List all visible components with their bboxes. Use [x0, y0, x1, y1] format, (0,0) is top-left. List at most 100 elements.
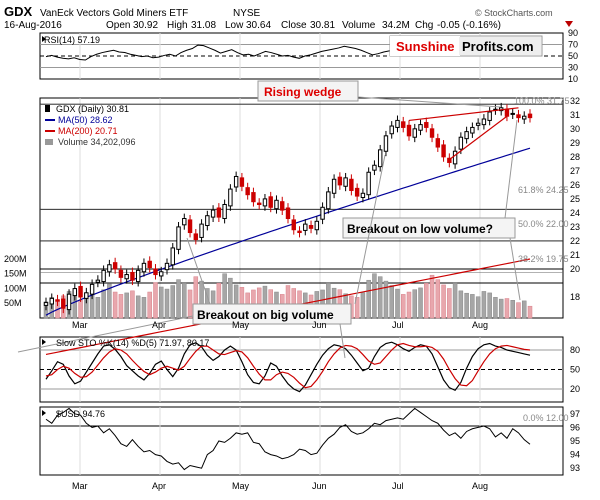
candle-body	[66, 293, 72, 311]
candle-body	[176, 226, 181, 250]
candle-body	[61, 298, 66, 309]
candle-body	[285, 207, 291, 220]
candle-body	[55, 299, 60, 302]
sto-title: Slow STO %K(14) %D(5) 71.97, 80.17	[56, 338, 209, 348]
month-label-usd: Jul	[392, 481, 404, 491]
candle-body	[412, 128, 417, 138]
volume-bar	[118, 294, 124, 319]
volume-bar	[158, 286, 164, 319]
usd-title: $USD 94.76	[56, 409, 105, 419]
wedge-lower-line	[448, 115, 508, 161]
candle-body	[118, 269, 124, 278]
candle-body	[320, 206, 325, 220]
candle-body	[268, 196, 273, 208]
usd-series	[45, 407, 531, 471]
brand-logo: Sunshine Profits.com	[389, 35, 543, 57]
volume-bar	[360, 292, 366, 319]
candle-body	[170, 247, 175, 266]
candle-body	[470, 126, 475, 134]
chg-value: -0.05 (-0.16%)	[437, 20, 501, 31]
candle-body	[326, 191, 331, 210]
volume-bar	[498, 298, 504, 319]
candle-body	[303, 223, 308, 231]
usd-tick-label: 93	[570, 463, 580, 473]
usd-tick-label: 96	[570, 422, 580, 432]
volume-bar	[406, 291, 412, 319]
month-label-price: Apr	[152, 320, 166, 330]
volume-tick-label: 50M	[4, 298, 22, 308]
candle-body	[418, 124, 423, 131]
price-legend: GDX (Daily) 30.81 MA(50) 28.62 MA(200) 2…	[45, 104, 136, 147]
volume-bar	[493, 297, 498, 319]
volume-bar	[107, 283, 112, 319]
brand-part1: Sunshine	[396, 39, 455, 54]
volume-bar	[377, 276, 383, 319]
rsi-title: RSI(14) 57.19	[44, 35, 100, 45]
candle-body	[366, 171, 371, 196]
month-label-usd: Apr	[152, 481, 166, 491]
breakout-low-text: Breakout on low volume?	[347, 222, 493, 236]
candle-body	[153, 268, 158, 276]
price-tick-label: 26	[570, 180, 580, 190]
price-tick-label: 30	[570, 124, 580, 134]
volume-bar	[481, 291, 487, 319]
candle-body	[205, 215, 210, 227]
volume-bar	[516, 302, 521, 319]
candle-body	[256, 202, 262, 205]
volume-bar	[153, 282, 158, 319]
fib-382-label: 38.2% 19.75	[518, 254, 569, 264]
candle-body	[458, 136, 464, 150]
candle-body	[193, 233, 199, 241]
month-label-usd: Mar	[72, 481, 88, 491]
candle-body	[452, 150, 458, 165]
candle-body	[354, 187, 360, 197]
volume-bar	[389, 285, 394, 319]
candle-body	[239, 177, 245, 187]
candle-body	[441, 144, 446, 158]
price-tick-label: 32	[570, 96, 580, 106]
rsi-tick-label: 10	[568, 74, 578, 84]
price-tick-label: 21	[570, 250, 580, 260]
candle-body	[395, 119, 400, 128]
open-value: 30.92	[133, 20, 158, 31]
volume-bar	[135, 295, 141, 319]
volume-bar	[164, 288, 170, 319]
candle-body	[49, 297, 54, 305]
fib-100-label: 100.0% 31.75	[514, 96, 570, 106]
candle-body	[124, 274, 129, 280]
rsi-marker-icon	[42, 36, 46, 42]
legend-ma50: MA(50) 28.62	[58, 115, 113, 125]
candle-body	[245, 187, 250, 196]
price-tick-label: 27	[570, 166, 580, 176]
volume-bar	[487, 292, 492, 319]
wedge-upper-line	[408, 107, 519, 122]
price-tick-label: 31	[570, 110, 580, 120]
candle-body	[510, 112, 515, 115]
candle-body	[447, 157, 452, 163]
month-label-usd: Aug	[472, 481, 488, 491]
sto-tick-label: 20	[570, 384, 580, 394]
rsi-tick-label: 50	[568, 51, 578, 61]
volume-bar	[447, 288, 452, 319]
volume-bar	[372, 273, 377, 319]
sto-k-line	[45, 341, 531, 393]
volume-bar	[366, 279, 371, 319]
month-label-price: Mar	[72, 320, 88, 330]
volume-tick-label: 100M	[4, 283, 27, 293]
sto-series	[45, 341, 531, 393]
month-label-usd: May	[232, 481, 250, 491]
candle-body	[406, 124, 412, 137]
price-tick-label: 25	[570, 194, 580, 204]
volume-bar	[354, 297, 360, 319]
usd-panel	[39, 406, 564, 476]
volume-bar	[170, 285, 176, 319]
usd-marker-icon	[42, 410, 46, 416]
sto-marker-icon	[42, 339, 46, 345]
candle-body	[297, 230, 302, 234]
usd-tick-label: 94	[570, 450, 580, 460]
candle-body	[112, 262, 118, 270]
volume-bar	[383, 280, 389, 319]
usd-line	[45, 407, 531, 471]
candle-body	[199, 223, 204, 238]
candle-body	[504, 108, 510, 117]
